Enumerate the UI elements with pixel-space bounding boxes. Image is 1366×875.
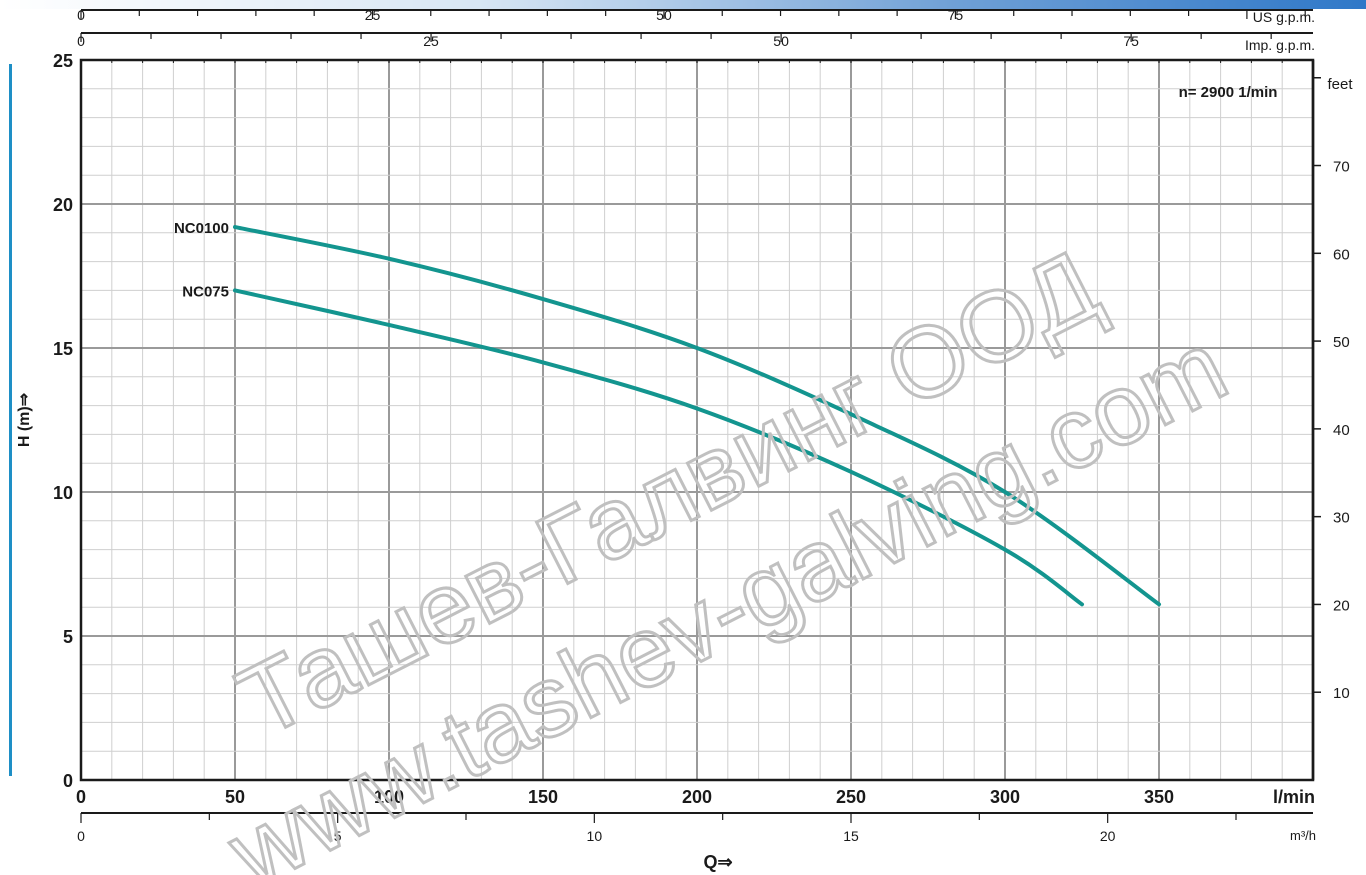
x-axis-unit: l/min xyxy=(1273,787,1315,807)
top-tick-label: 75 xyxy=(948,7,964,23)
top-tick-label: 25 xyxy=(423,33,439,49)
header-gradient-band xyxy=(0,0,1366,9)
right-tick-label: 20 xyxy=(1333,597,1350,614)
series-label: NC075 xyxy=(182,283,229,300)
top-tick-label: 50 xyxy=(773,33,789,49)
bottom-tick-label: 15 xyxy=(843,828,859,844)
top-tick-label: 50 xyxy=(656,7,672,23)
right-axis-unit: feet xyxy=(1327,76,1353,93)
x-tick-label: 150 xyxy=(528,787,558,807)
y-tick-label: 20 xyxy=(53,195,73,215)
imp-gpm-axis-unit: Imp. g.p.m. xyxy=(1245,37,1315,53)
x-tick-label: 250 xyxy=(836,787,866,807)
x-axis-label: Q⇒ xyxy=(703,852,732,872)
x-tick-label: 100 xyxy=(374,787,404,807)
curve-nc075 xyxy=(233,288,1084,607)
x-tick-label: 300 xyxy=(990,787,1020,807)
top-tick-label: 0 xyxy=(77,33,85,49)
bottom-tick-label: 10 xyxy=(587,828,603,844)
bottom-tick-label: 0 xyxy=(77,828,85,844)
bottom-tick-label: 20 xyxy=(1100,828,1116,844)
x-tick-label: 350 xyxy=(1144,787,1174,807)
x-tick-label: 50 xyxy=(225,787,245,807)
right-tick-label: 30 xyxy=(1333,510,1350,527)
right-tick-label: 40 xyxy=(1333,422,1350,439)
x-tick-label: 200 xyxy=(682,787,712,807)
top-tick-label: 75 xyxy=(1123,33,1139,49)
x-tick-label: 0 xyxy=(76,787,86,807)
axes: 0 50 100 150 200 250 300 3500510152025102030405… xyxy=(53,7,1350,844)
series-label: NC0100 xyxy=(174,220,229,237)
right-tick-label: 10 xyxy=(1333,685,1350,702)
m3h-axis-unit: m³/h xyxy=(1290,828,1316,843)
bottom-tick-label: 5 xyxy=(334,828,342,844)
curves: NC0100 NC075 xyxy=(174,220,1161,607)
y-tick-label: 5 xyxy=(63,627,73,647)
speed-label: n= 2900 1/min xyxy=(1179,84,1278,101)
y-tick-label: 0 xyxy=(63,771,73,791)
top-tick-label: 0 xyxy=(77,7,85,23)
right-tick-label: 70 xyxy=(1333,159,1350,176)
right-tick-label: 50 xyxy=(1333,334,1350,351)
y-tick-label: 10 xyxy=(53,483,73,503)
y-axis-label: H (m)⇒ xyxy=(16,393,33,447)
right-tick-label: 60 xyxy=(1333,246,1350,263)
us-gpm-axis-unit: US g.p.m. xyxy=(1253,9,1315,25)
top-tick-label: 25 xyxy=(365,7,381,23)
y-tick-label: 25 xyxy=(53,51,73,71)
accent-side-bar xyxy=(9,64,12,776)
curve-nc0100 xyxy=(233,225,1161,607)
grid xyxy=(81,60,1313,780)
y-tick-label: 15 xyxy=(53,339,73,359)
